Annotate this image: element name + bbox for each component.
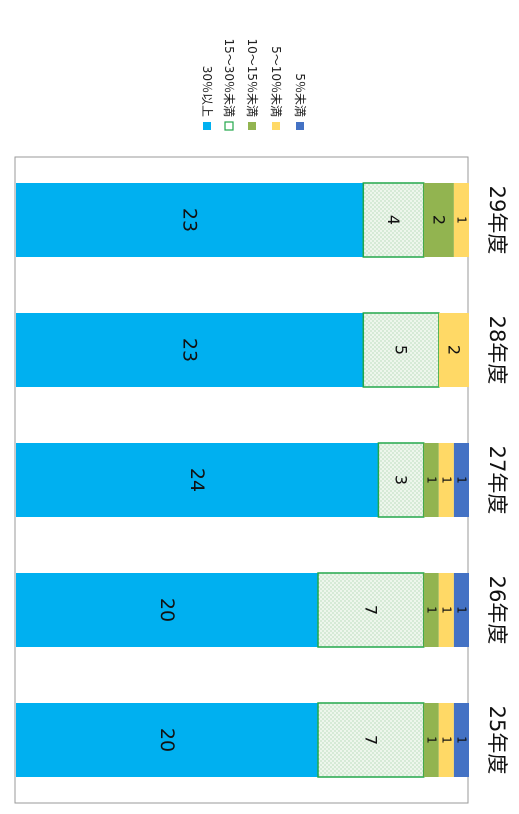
data-label-series-3-28年度: 2	[444, 345, 463, 355]
legend: 30％以上 15～30％未満 10～15％未満 5～10％未満 5％未満	[200, 38, 307, 131]
data-label-series-3-27年度: 1	[439, 476, 453, 484]
bar-segment-series-2-27年度	[423, 443, 439, 517]
category-label: 25年度	[485, 706, 509, 775]
legend-label-series-4: 5％未満	[293, 73, 307, 117]
data-label-series-0-27年度: 24	[186, 468, 208, 492]
data-label-series-2-26年度: 1	[424, 606, 438, 614]
data-label-series-3-29年度: 1	[454, 216, 468, 224]
bar-segment-series-1-29年度	[362, 182, 425, 258]
category-label: 29年度	[485, 186, 509, 255]
bar-segment-series-1-28年度	[362, 312, 440, 388]
category-labels: 25年度 26年度 27年度 28年度 29年度	[485, 186, 509, 775]
data-label-series-1-29年度: 4	[384, 215, 403, 225]
data-label-series-4-27年度: 1	[454, 476, 468, 484]
legend-label-series-3: 5～10％未満	[269, 46, 283, 117]
data-label-series-2-29年度: 2	[429, 215, 448, 225]
bar-segment-series-3-29年度	[453, 183, 469, 257]
bar-segment-series-0-27年度	[16, 443, 379, 517]
legend-swatch-series-4	[296, 122, 304, 130]
data-label-series-1-27年度: 3	[392, 475, 411, 485]
data-label-series-0-25年度: 20	[156, 728, 178, 752]
bars-group: 20 7 1 1 120 7 1 1 124 3 1 1 123 5 223 4 2 1	[16, 182, 469, 778]
data-label-series-3-26年度: 1	[439, 606, 453, 614]
bar-segment-series-2-29年度	[423, 183, 454, 257]
legend-swatch-series-0	[203, 122, 211, 130]
data-label-series-2-27年度: 1	[424, 476, 438, 484]
bar-segment-series-1-26年度	[317, 572, 425, 648]
legend-swatch-series-1	[224, 121, 234, 131]
bar-segment-series-0-29年度	[16, 183, 364, 257]
data-label-series-1-25年度: 7	[361, 735, 380, 745]
data-label-series-1-26年度: 7	[361, 605, 380, 615]
category-label: 26年度	[485, 576, 509, 645]
bar-segment-series-4-27年度	[453, 443, 469, 517]
legend-swatch-series-3	[272, 122, 280, 130]
bar-segment-series-2-26年度	[423, 573, 439, 647]
data-label-series-0-29年度: 23	[179, 208, 201, 232]
bar-segment-series-2-25年度	[423, 703, 439, 777]
bar-segment-series-3-26年度	[438, 573, 454, 647]
bar-segment-series-0-26年度	[16, 573, 318, 647]
data-label-series-0-28年度: 23	[179, 338, 201, 362]
bar-segment-series-0-25年度	[16, 703, 318, 777]
legend-label-series-1: 15～30％未満	[222, 38, 236, 117]
data-label-series-2-25年度: 1	[424, 736, 438, 744]
data-label-series-1-28年度: 5	[392, 345, 411, 355]
bar-segment-series-3-27年度	[438, 443, 454, 517]
bar-segment-series-4-25年度	[453, 703, 469, 777]
category-label: 27年度	[485, 446, 509, 515]
category-label: 28年度	[485, 316, 509, 385]
data-label-series-0-26年度: 20	[156, 598, 178, 622]
bar-segment-series-1-27年度	[377, 442, 425, 518]
legend-label-series-2: 10～15％未満	[245, 38, 259, 117]
data-label-series-4-26年度: 1	[454, 606, 468, 614]
bar-segment-series-3-25年度	[438, 703, 454, 777]
data-label-series-4-25年度: 1	[454, 736, 468, 744]
bar-segment-series-4-26年度	[453, 573, 469, 647]
bar-segment-series-0-28年度	[16, 313, 364, 387]
data-label-series-3-25年度: 1	[439, 736, 453, 744]
bar-segment-series-3-28年度	[438, 313, 469, 387]
legend-swatch-series-2	[248, 122, 256, 130]
legend-label-series-0: 30％以上	[200, 66, 214, 117]
